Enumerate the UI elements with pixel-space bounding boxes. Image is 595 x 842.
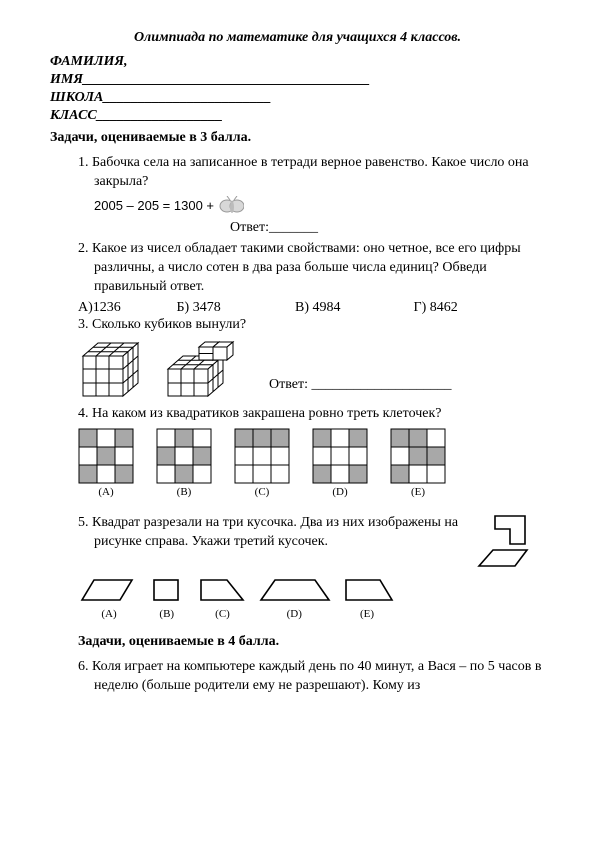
problem-2-text: Какое из чисел обладает такими свойствам…: [92, 241, 521, 294]
problem-2-options: А)1236 Б) 3478 В) 4984 Г) 8462: [78, 300, 545, 316]
label-a: (A): [78, 608, 140, 620]
problem-5-given-shapes: [471, 514, 535, 568]
problem-6: 6. Коля играет на компьютере каждый день…: [78, 658, 545, 696]
problem-1-answer: Ответ:_______: [230, 220, 545, 236]
shape-d: [257, 574, 337, 608]
shape-labels: (A) (B) (C) (D) (E): [78, 608, 545, 620]
problem-5-text: Квадрат разрезали на три кусочка. Два из…: [92, 515, 458, 549]
cubes-row: Ответ: ____________________: [78, 339, 545, 397]
shape-c: [195, 574, 253, 608]
shape-e: [340, 574, 400, 608]
problem-4: 4. На каком из квадратиков закрашена ров…: [78, 405, 545, 424]
problem-2: 2. Какое из чисел обладает такими свойст…: [78, 240, 545, 297]
label-b: (B): [143, 608, 191, 620]
grid-4: (E): [390, 428, 446, 498]
label-d: (D): [254, 608, 334, 620]
page-title: Олимпиада по математике для учащихся 4 к…: [50, 30, 545, 46]
class-field: КЛАСС__________________: [50, 108, 545, 124]
school-field: ШКОЛА________________________: [50, 90, 545, 106]
problem-6-num: 6.: [78, 659, 89, 674]
label-c: (C): [194, 608, 252, 620]
grid-2: (C): [234, 428, 290, 498]
section-3pts: Задачи, оцениваемые в 3 балла.: [50, 130, 545, 146]
surname-field: ФАМИЛИЯ,: [50, 54, 545, 70]
problem-3-num: 3.: [78, 317, 89, 332]
section-4pts: Задачи, оцениваемые в 4 балла.: [78, 634, 545, 650]
cube-partial-icon: [163, 339, 258, 397]
problem-1-equation-row: 2005 – 205 = 1300 +: [94, 196, 545, 218]
shape-b: [144, 574, 192, 608]
grid-0: (A): [78, 428, 134, 498]
problem-6-text: Коля играет на компьютере каждый день по…: [92, 659, 541, 693]
problem-1-num: 1.: [78, 155, 89, 170]
option-d: Г) 8462: [414, 300, 458, 316]
shape-a: [78, 574, 140, 608]
problem-5-num: 5.: [78, 515, 89, 530]
option-a: А)1236: [78, 300, 173, 316]
problem-2-num: 2.: [78, 241, 89, 256]
option-c: В) 4984: [295, 300, 410, 316]
problem-5: 5. Квадрат разрезали на три кусочка. Два…: [78, 514, 545, 552]
problem-1-text: Бабочка села на записанное в тетради вер…: [92, 155, 529, 189]
option-b: Б) 3478: [177, 300, 292, 316]
grid-3: (D): [312, 428, 368, 498]
cube-full-icon: [78, 339, 153, 397]
problem-4-text: На каком из квадратиков закрашена ровно …: [92, 406, 441, 421]
label-e: (E): [337, 608, 397, 620]
equation-text: 2005 – 205 = 1300 +: [94, 198, 214, 213]
butterfly-icon: [218, 196, 244, 218]
problem-1: 1. Бабочка села на записанное в тетради …: [78, 154, 545, 192]
problem-3-answer: Ответ: ____________________: [269, 377, 451, 393]
shapes-row: [78, 574, 545, 608]
grid-1: (B): [156, 428, 212, 498]
problem-3: 3. Сколько кубиков вынули?: [78, 316, 545, 335]
name-field: ИМЯ_____________________________________…: [50, 72, 545, 88]
problem-4-num: 4.: [78, 406, 89, 421]
problem-3-text: Сколько кубиков вынули?: [92, 317, 246, 332]
grids-row: (A) (B) (C) (D) (E): [78, 428, 545, 500]
